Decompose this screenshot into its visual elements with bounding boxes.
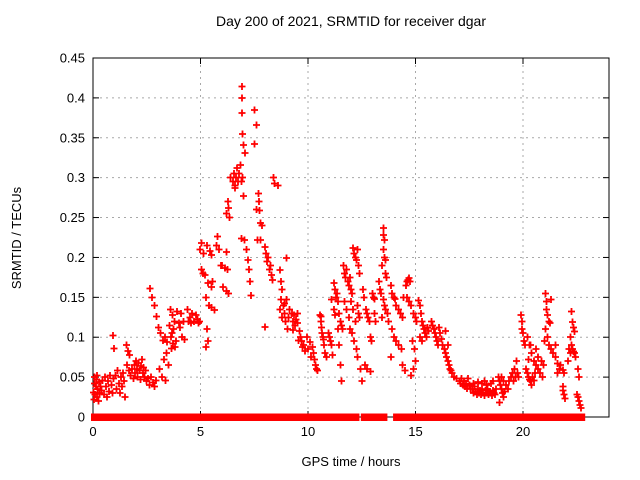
y-tick-label: 0.35 xyxy=(60,130,85,145)
baseline-segment xyxy=(293,413,308,421)
baseline-segment xyxy=(158,413,172,421)
y-tick-label: 0.2 xyxy=(67,250,85,265)
baseline-segment xyxy=(277,413,295,421)
tick-labels: 0 0.05 0.1 0.15 0.2 0.25 0.3 0.35 0.4 0.45 0 5 10 15 2… xyxy=(60,51,531,440)
baseline-segment xyxy=(565,413,578,421)
baseline-segment xyxy=(462,413,480,421)
baseline-segment xyxy=(360,413,371,421)
y-tick-label: 0.25 xyxy=(60,210,85,225)
baseline-segment xyxy=(415,413,434,421)
baseline-segment xyxy=(523,413,541,421)
baseline-segment xyxy=(553,413,567,421)
y-tick-label: 0.05 xyxy=(60,370,85,385)
baseline-segment xyxy=(266,413,280,421)
baseline-segment xyxy=(380,413,388,421)
x-tick-label: 15 xyxy=(408,424,422,439)
baseline-segment xyxy=(332,413,351,421)
baseline-segment xyxy=(509,413,525,421)
baseline-segment xyxy=(575,413,586,421)
x-axis-label: GPS time / hours xyxy=(302,454,401,469)
baseline-segment xyxy=(404,413,418,421)
y-tick-label: 0.15 xyxy=(60,290,85,305)
x-tick-label: 10 xyxy=(301,424,315,439)
baseline-segment xyxy=(192,413,209,421)
baseline-segment xyxy=(169,413,184,421)
plot-border xyxy=(92,57,610,418)
baseline-segment xyxy=(249,413,269,421)
baseline-segment xyxy=(117,413,132,421)
x-tick-label: 0 xyxy=(89,424,96,439)
baseline-segment xyxy=(112,413,121,421)
baseline-segment xyxy=(494,413,512,421)
baseline-segment xyxy=(349,413,360,421)
baseline-segment xyxy=(368,413,384,421)
baseline-series xyxy=(91,413,586,421)
y-tick-label: 0.45 xyxy=(60,51,85,66)
baseline-segment xyxy=(138,413,161,421)
baseline-segment xyxy=(206,413,221,421)
baseline-segment xyxy=(306,413,322,421)
baseline-segment xyxy=(478,413,496,421)
scatter-series xyxy=(90,83,585,412)
baseline-segment xyxy=(91,413,98,421)
baseline-segment xyxy=(235,413,252,421)
y-tick-label: 0.1 xyxy=(67,330,85,345)
baseline-segment xyxy=(180,413,195,421)
baseline-segment xyxy=(129,413,141,421)
y-tick-label: 0.4 xyxy=(67,90,85,105)
y-tick-label: 0.3 xyxy=(67,170,85,185)
gridlines xyxy=(94,59,608,416)
axis-ticks xyxy=(92,57,609,418)
baseline-segment xyxy=(319,413,335,421)
x-tick-label: 5 xyxy=(197,424,204,439)
baseline-segment xyxy=(447,413,465,421)
baseline-segment xyxy=(218,413,237,421)
y-axis-label: SRMTID / TECUs xyxy=(9,186,24,289)
scatter-points xyxy=(90,83,585,412)
baseline-segment xyxy=(104,413,115,421)
chart-title: Day 200 of 2021, SRMTID for receiver dga… xyxy=(216,13,486,29)
x-tick-label: 20 xyxy=(516,424,530,439)
baseline-segment xyxy=(538,413,556,421)
baseline-segment xyxy=(101,413,108,421)
baseline-segment xyxy=(393,413,407,421)
baseline-segment xyxy=(94,413,105,421)
baseline-segment xyxy=(431,413,450,421)
y-tick-label: 0 xyxy=(78,410,85,425)
